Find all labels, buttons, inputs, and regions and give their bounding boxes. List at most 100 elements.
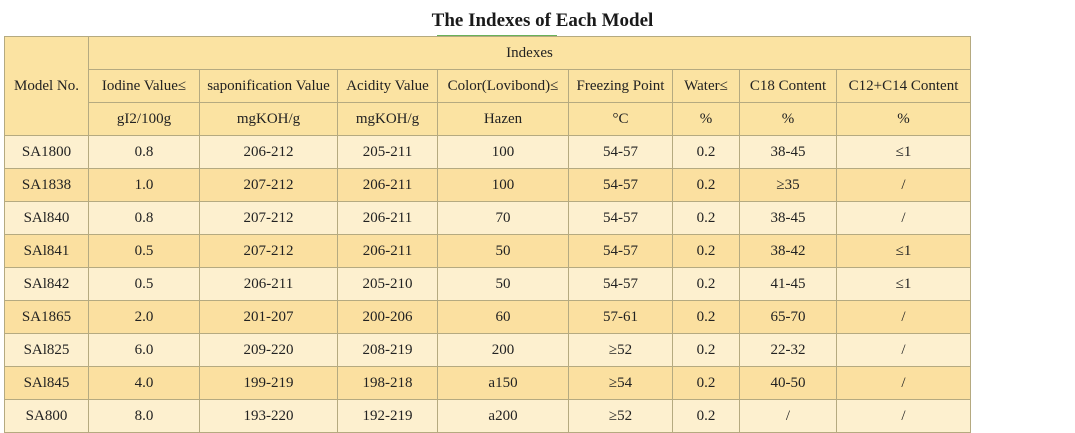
model-cell: SA800 — [4, 399, 89, 433]
table-cell: 4.0 — [88, 366, 200, 400]
table-cell: 100 — [437, 168, 569, 202]
table-cell: a150 — [437, 366, 569, 400]
model-cell: SA1865 — [4, 300, 89, 334]
column-header: C12+C14 Content — [836, 69, 971, 103]
table-cell: 206-211 — [337, 201, 438, 235]
table-cell: 207-212 — [199, 201, 338, 235]
table-cell: 60 — [437, 300, 569, 334]
header-row-group: Model No. Indexes — [4, 36, 971, 136]
table-cell: 0.2 — [672, 333, 740, 367]
table-cell: 206-211 — [199, 267, 338, 301]
column-unit: gI2/100g — [88, 102, 200, 136]
table-cell: 200-206 — [337, 300, 438, 334]
table-cell: / — [836, 333, 971, 367]
model-no-header: Model No. — [4, 36, 89, 136]
column-header: Water≤ — [672, 69, 740, 103]
table-cell: 50 — [437, 234, 569, 268]
column-unit: % — [672, 102, 740, 136]
table-cell: 54-57 — [568, 234, 673, 268]
table-cell: 57-61 — [568, 300, 673, 334]
table-cell: 22-32 — [739, 333, 837, 367]
table-cell: ≤1 — [836, 267, 971, 301]
table-row: SAl845 4.0 199-219 198-218 a150 ≥54 0.2 40-50/ — [4, 366, 971, 400]
indexes-group-header: Indexes — [88, 36, 971, 70]
table-cell: 54-57 — [568, 135, 673, 169]
table-cell: 65-70 — [739, 300, 837, 334]
header-row-names: Iodine Value≤ saponification Value Acidi… — [5, 69, 971, 103]
column-unit: mgKOH/g — [199, 102, 338, 136]
table-cell: ≤1 — [836, 135, 971, 169]
model-cell: SAl840 — [4, 201, 89, 235]
table-cell: / — [739, 399, 837, 433]
table-cell: / — [836, 300, 971, 334]
table-cell: 38-42 — [739, 234, 837, 268]
table-cell: 0.2 — [672, 201, 740, 235]
table-cell: 54-57 — [568, 201, 673, 235]
table-row: SAl841 0.5 207-212 206-211 50 54-57 0.2 38-42 ≤1 — [4, 234, 971, 268]
table-cell: / — [836, 168, 971, 202]
model-cell: SA1800 — [4, 135, 89, 169]
table-cell: 207-212 — [199, 168, 338, 202]
model-cell: SAl845 — [4, 366, 89, 400]
table-cell: 0.2 — [672, 300, 740, 334]
table-cell: 206-211 — [337, 234, 438, 268]
table-cell: 201-207 — [199, 300, 338, 334]
table-cell: 50 — [437, 267, 569, 301]
table-cell: 6.0 — [88, 333, 200, 367]
indexes-table: Model No. Indexes Iodine Value≤ saponifi… — [4, 36, 971, 433]
table-cell: ≤1 — [836, 234, 971, 268]
table-cell: 209-220 — [199, 333, 338, 367]
table-cell: 70 — [437, 201, 569, 235]
table-row: SA800 8.0 193-220 192-219 a200 ≥52 0.2// — [4, 399, 971, 433]
column-unit: °C — [568, 102, 673, 136]
column-unit: Hazen — [437, 102, 569, 136]
table-row: SA1838 1.0 207-212 206-211 100 54-57 0.2 ≥35/ — [4, 168, 971, 202]
model-cell: SA1838 — [4, 168, 89, 202]
model-cell: SAl842 — [4, 267, 89, 301]
table-cell: 8.0 — [88, 399, 200, 433]
table-cell: 200 — [437, 333, 569, 367]
table-cell: ≥52 — [568, 333, 673, 367]
table-cell: 54-57 — [568, 168, 673, 202]
table-cell: 199-219 — [199, 366, 338, 400]
column-header: Acidity Value — [337, 69, 438, 103]
table-cell: 41-45 — [739, 267, 837, 301]
table-row: SAl842 0.5 206-211 205-210 50 54-57 0.2 41-45 ≤1 — [4, 267, 971, 301]
model-cell: SAl825 — [4, 333, 89, 367]
column-header: Iodine Value≤ — [88, 69, 200, 103]
page-title: The Indexes of Each Model — [431, 10, 654, 31]
table-row: SA1800 0.8 206-212 205-211 100 54-57 0.2 38-45 ≤… — [4, 135, 971, 169]
table-cell: 0.5 — [88, 267, 200, 301]
table-row: SAl825 6.0 209-220 208-219 200 ≥52 0.2 22-32/ — [4, 333, 971, 367]
table-cell: 2.0 — [88, 300, 200, 334]
column-header: Freezing Point — [568, 69, 673, 103]
table-cell: ≥54 — [568, 366, 673, 400]
column-unit: mgKOH/g — [337, 102, 438, 136]
table-cell: 100 — [437, 135, 569, 169]
table-cell: 54-57 — [568, 267, 673, 301]
table-cell: 0.2 — [672, 135, 740, 169]
header-row-units: gI2/100g mgKOH/g mgKOH/g Hazen °C % % % — [5, 102, 971, 136]
table-cell: a200 — [437, 399, 569, 433]
column-header: Color(Lovibond)≤ — [437, 69, 569, 103]
table-cell: 205-211 — [337, 135, 438, 169]
table-cell: 1.0 — [88, 168, 200, 202]
table-cell: / — [836, 399, 971, 433]
table-cell: 193-220 — [199, 399, 338, 433]
table-cell: 208-219 — [337, 333, 438, 367]
table-cell: 40-50 — [739, 366, 837, 400]
table-cell: 0.8 — [88, 201, 200, 235]
table-cell: 206-212 — [199, 135, 338, 169]
table-cell: 206-211 — [337, 168, 438, 202]
table-cell: 38-45 — [739, 135, 837, 169]
table-cell: / — [836, 201, 971, 235]
model-cell: SAl841 — [4, 234, 89, 268]
column-header: C18 Content — [739, 69, 837, 103]
table-cell: 0.5 — [88, 234, 200, 268]
table-row: SA1865 2.0 201-207 200-206 60 57-61 0.2 65-70/ — [4, 300, 971, 334]
table-cell: ≥35 — [739, 168, 837, 202]
table-cell: 207-212 — [199, 234, 338, 268]
column-unit: % — [739, 102, 837, 136]
column-unit: % — [836, 102, 971, 136]
table-cell: ≥52 — [568, 399, 673, 433]
